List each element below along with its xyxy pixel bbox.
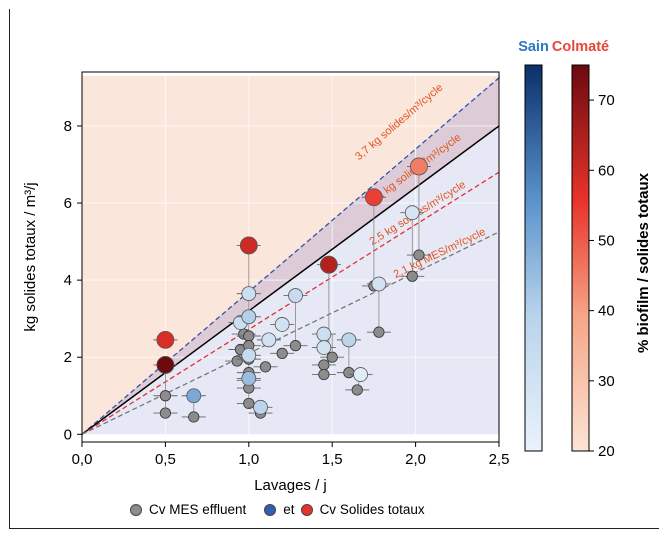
- colorbar-tick-label: 40: [598, 303, 615, 320]
- blue-point: [353, 367, 368, 382]
- colorbar-title-healthy: Sain: [518, 39, 549, 55]
- grey-point: [259, 361, 272, 373]
- x-tick-label: 1,0: [238, 451, 259, 468]
- x-tick-label: 2,5: [489, 451, 510, 468]
- colorbar-healthy: [524, 64, 543, 452]
- blue-point: [404, 205, 420, 221]
- legend-blue-marker: [264, 503, 277, 516]
- y-tick-label: 8: [64, 118, 72, 135]
- colorbar-tick-label: 60: [598, 162, 615, 179]
- colorbar-title-clogged: Colmaté: [552, 39, 609, 55]
- colorbar-clogged: [571, 64, 590, 452]
- grey-point: [276, 347, 288, 359]
- legend-red-marker: [300, 503, 313, 516]
- plot-border: [81, 71, 500, 443]
- blue-point: [261, 332, 277, 348]
- grey-point: [413, 249, 425, 261]
- legend: Cv MES effluent et Cv Solides totaux: [130, 502, 425, 517]
- grey-point: [343, 367, 355, 379]
- transition-region: [82, 75, 502, 435]
- y-tick-label: 2: [64, 349, 72, 366]
- colorbar-tick-label: 30: [598, 373, 615, 390]
- legend-item-mes: Cv MES effluent: [149, 502, 247, 517]
- reference-line: [81, 125, 500, 435]
- blue-point: [341, 332, 357, 348]
- red-point: [156, 330, 175, 349]
- colorbar-tick-label: 20: [598, 443, 615, 460]
- grey-point: [159, 390, 171, 402]
- red-point: [156, 356, 175, 374]
- blue-point: [288, 288, 303, 303]
- red-point: [239, 236, 258, 255]
- red-point: [319, 255, 338, 274]
- grey-point: [188, 411, 200, 423]
- x-tick-label: 2,0: [405, 451, 426, 468]
- grey-point: [351, 384, 363, 396]
- grey-point: [318, 359, 330, 371]
- grey-point: [326, 351, 338, 363]
- blue-point: [241, 347, 257, 363]
- reference-line: [81, 231, 500, 435]
- y-tick-label: 6: [64, 195, 72, 212]
- x-tick-label: 1,5: [322, 451, 343, 468]
- figure-frame: [9, 9, 659, 529]
- colorbar-tick-label: 70: [598, 92, 615, 109]
- blue-point: [186, 388, 202, 404]
- grey-point: [159, 407, 171, 419]
- y-tick-label: 0: [64, 426, 72, 443]
- blue-point: [241, 371, 257, 386]
- red-point: [410, 157, 428, 176]
- grey-point: [231, 355, 243, 367]
- x-tick-label: 0,5: [155, 451, 176, 468]
- grey-point: [318, 368, 330, 381]
- blue-point: [253, 399, 268, 415]
- x-tick-label: 0,0: [72, 451, 93, 468]
- legend-item-and: et: [283, 502, 295, 517]
- blue-point: [371, 276, 387, 292]
- grey-point: [243, 330, 255, 342]
- blue-point: [274, 317, 290, 332]
- blue-point: [241, 286, 257, 302]
- grey-point: [373, 326, 385, 338]
- legend-item-solides: Cv Solides totaux: [319, 502, 425, 517]
- y-tick-label: 4: [64, 272, 72, 289]
- y-axis-label: kg solides totaux / m³/j: [22, 182, 39, 331]
- blue-point: [316, 340, 332, 355]
- blue-point: [316, 326, 332, 342]
- x-axis-label: Lavages / j: [254, 477, 327, 494]
- reference-line: [81, 77, 500, 435]
- legend-grey-marker: [130, 503, 142, 516]
- blue-point: [241, 309, 257, 325]
- colorbar-tick-label: 50: [598, 232, 615, 249]
- reference-line: [81, 171, 500, 435]
- grey-point: [243, 397, 255, 410]
- red-point: [364, 188, 383, 207]
- colorbar-label: % biofilm / solides totaux: [635, 172, 652, 353]
- grey-point: [289, 340, 302, 352]
- grey-point: [406, 270, 418, 282]
